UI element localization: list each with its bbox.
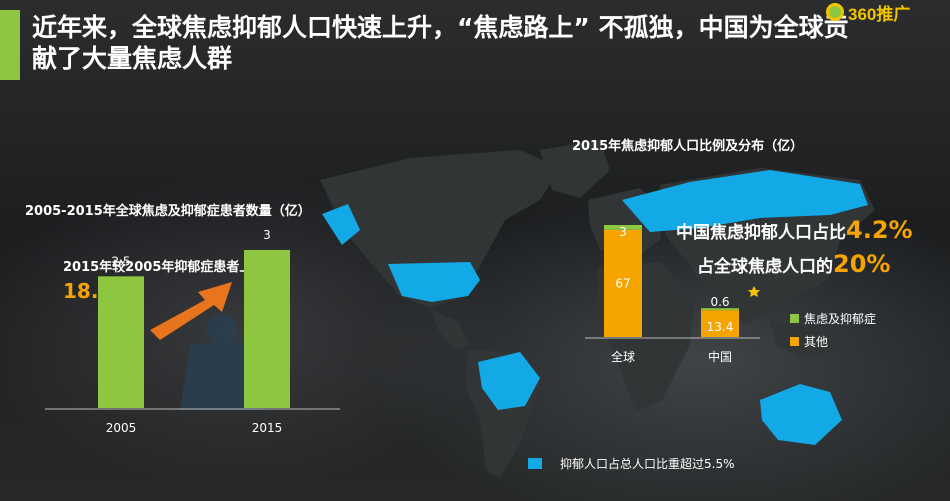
chart-right-bar-other (604, 229, 642, 337)
map-usa-highlight (388, 262, 480, 302)
map-canada-highlight (322, 204, 360, 245)
callout-global-share-text: 占全球焦虑人口的 (697, 256, 833, 277)
brand-logo: 360推广 (826, 0, 946, 24)
map-legend: 抑郁人口占总人口比重超过5.5% (528, 456, 735, 471)
chart-right-bar-other (701, 310, 739, 337)
map-legend-swatch (528, 458, 542, 469)
callout-china-share-text: 中国焦虑抑郁人口占比 (676, 222, 846, 243)
title-accent-bar (0, 10, 20, 80)
legend-label-anxiety: 焦虑及抑郁症 (804, 311, 876, 326)
chart-right-label-other: 13.4 (707, 320, 734, 334)
chart-right-category-label: 中国 (708, 349, 732, 364)
logo-text: 360推广 (848, 4, 911, 24)
growth-arrow (150, 282, 232, 340)
chart-right-bar-anxiety (701, 308, 739, 311)
callout-china-share-value: 4.2% (846, 216, 913, 244)
logo-icon (826, 3, 844, 21)
map-star-marker (748, 286, 760, 297)
chart-left-title: 2005-2015年全球焦虑及抑郁症患者数量（亿） (25, 203, 311, 219)
map-north-america (320, 150, 560, 308)
chart-left-bar (244, 250, 290, 408)
legend-label-other: 其他 (804, 335, 828, 349)
chart-right-label-anxiety: 3 (619, 225, 627, 239)
map-greenland (540, 140, 610, 198)
callout-global-share-value: 20% (833, 250, 890, 278)
chart-left: 2005-2015年全球焦虑及抑郁症患者数量（亿） 2015年较2005年抑郁症… (25, 203, 340, 435)
map-russia-highlight (622, 170, 868, 232)
callout-china-share: 中国焦虑抑郁人口占比4.2% (676, 216, 913, 244)
world-map (320, 140, 875, 478)
callout-global-share: 占全球焦虑人口的20% (697, 250, 890, 278)
page-title: 近年来，全球焦虑抑郁人口快速上升，“焦虑路上” 不孤独，中国为全球贡献了大量焦虑… (32, 13, 849, 73)
chart-left-value-label: 3 (263, 228, 271, 242)
chart-right-bar-anxiety (604, 225, 642, 230)
legend-swatch-other (790, 337, 799, 346)
chart-left-category-label: 2015 (252, 421, 283, 435)
chart-right: 2015年焦虑抑郁人口比例及分布（亿） 中国焦虑抑郁人口占比4.2% 占全球焦虑… (572, 138, 913, 364)
chart-right-title: 2015年焦虑抑郁人口比例及分布（亿） (572, 138, 803, 154)
chart-left-bar (98, 276, 144, 408)
map-legend-label: 抑郁人口占总人口比重超过5.5% (560, 456, 735, 471)
map-australia-highlight (760, 384, 842, 445)
chart-left-category-label: 2005 (106, 421, 137, 435)
map-brazil-highlight (478, 352, 540, 410)
chart-right-category-label: 全球 (611, 349, 635, 364)
chart-left-value-label: 2.5 (111, 254, 130, 268)
person-silhouette (180, 314, 262, 410)
legend-swatch-anxiety (790, 314, 799, 323)
chart-right-legend: 焦虑及抑郁症 其他 (790, 311, 876, 349)
chart-right-label-other: 67 (615, 276, 630, 290)
chart-left-annotation: 2015年较2005年抑郁症患者上升 (63, 259, 265, 275)
map-central-america (430, 308, 470, 350)
map-se-asia (770, 320, 840, 358)
chart-right-label-anxiety: 0.6 (710, 295, 729, 309)
